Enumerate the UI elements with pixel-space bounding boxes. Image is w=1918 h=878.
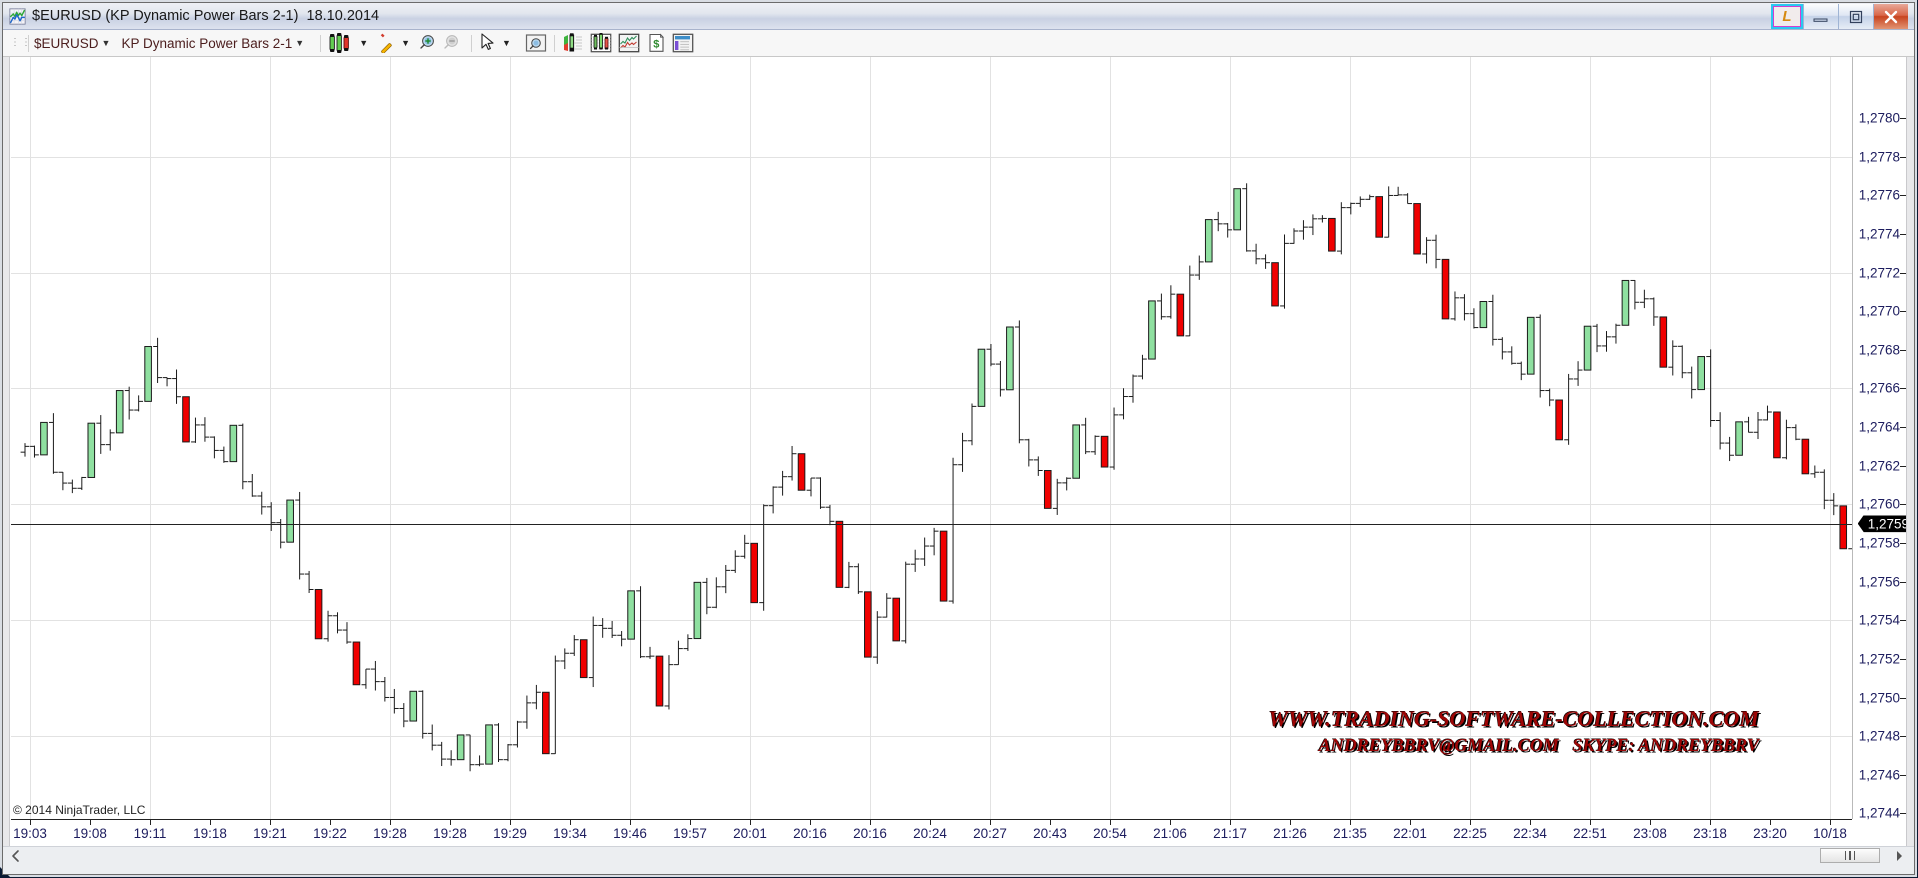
svg-text:$: $ <box>653 39 659 51</box>
